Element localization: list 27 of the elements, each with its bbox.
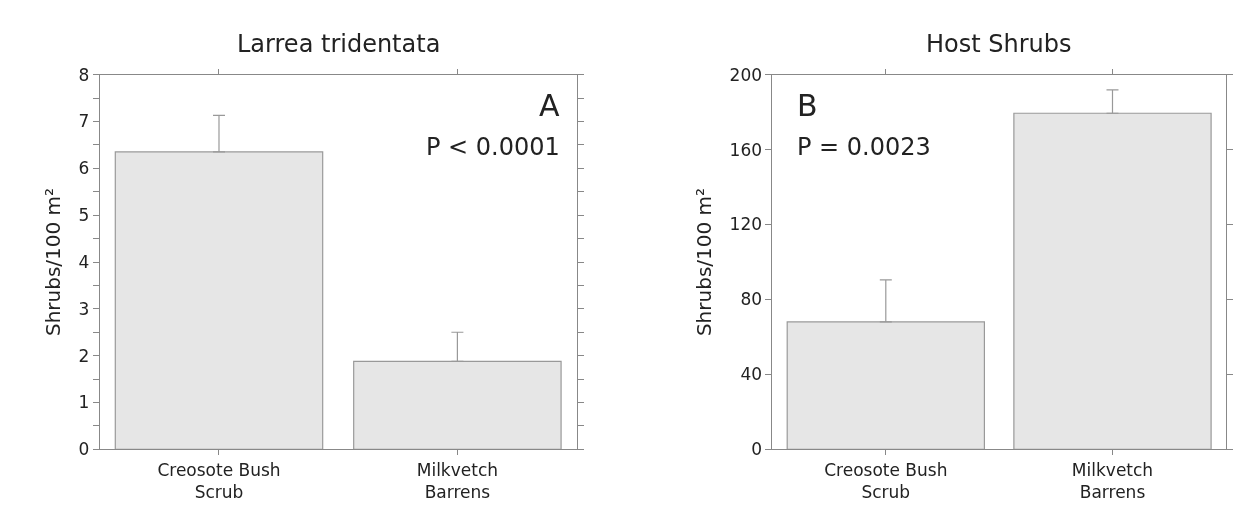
y-tick-label: 120 (729, 214, 763, 235)
y-tick-label: 8 (78, 64, 90, 85)
annotation: B (797, 88, 818, 123)
y-axis-title: Shrubs/100 m² (41, 187, 66, 337)
annotation: P < 0.0001 (426, 133, 560, 161)
y-tick-label: 2 (78, 345, 90, 366)
annotation: A (539, 88, 560, 123)
y-tick-label: 0 (751, 439, 763, 460)
y-tick-label: 160 (729, 139, 763, 160)
chart-title: Host Shrubs (926, 30, 1072, 58)
y-axis-title: Shrubs/100 m² (692, 187, 717, 337)
y-tick-label: 3 (78, 298, 90, 319)
y-tick-label: 1 (78, 392, 90, 413)
y-tick-label: 6 (78, 158, 90, 179)
annotation: P = 0.0023 (797, 133, 931, 161)
y-tick-label: 7 (78, 111, 90, 132)
x-tick-label: Milkvetch Barrens (416, 459, 499, 502)
y-tick-label: 4 (78, 251, 90, 272)
y-tick-label: 80 (740, 289, 763, 310)
chart-title: Larrea tridentata (237, 30, 441, 58)
y-tick-label: 200 (729, 64, 763, 85)
x-tick-label: Creosote Bush Scrub (824, 459, 948, 502)
y-tick-label: 40 (740, 364, 763, 385)
y-tick-label: 5 (78, 205, 90, 226)
y-tick-label: 0 (78, 439, 90, 460)
x-tick-label: Creosote Bush Scrub (157, 459, 281, 502)
x-tick-label: Milkvetch Barrens (1071, 459, 1154, 502)
